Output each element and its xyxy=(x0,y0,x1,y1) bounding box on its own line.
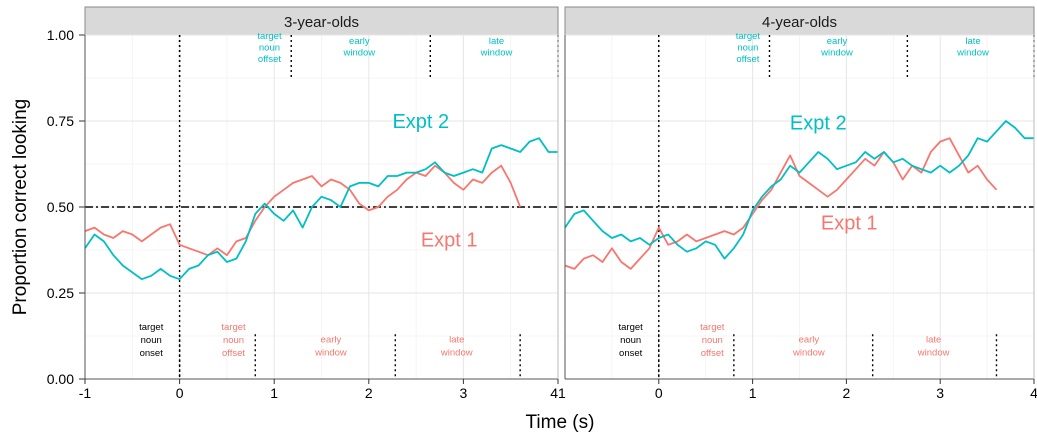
bottom-window-label: noun xyxy=(702,335,723,346)
top-window-label: early xyxy=(349,36,370,47)
x-tick-label: 3 xyxy=(460,385,468,401)
bottom-window-label: offset xyxy=(222,348,245,359)
x-axis-title: Time (s) xyxy=(526,412,595,433)
top-window-label: offset xyxy=(258,54,281,65)
series-label-expt-2: Expt 2 xyxy=(790,113,847,135)
y-tick-label: 0.00 xyxy=(47,371,74,387)
series-line-expt-1 xyxy=(564,137,998,270)
bottom-window-label: late xyxy=(926,334,941,345)
top-window-label: late xyxy=(965,36,980,47)
series-label-expt-2: Expt 2 xyxy=(392,111,449,133)
bottom-window-label: onset xyxy=(619,348,643,359)
x-tick-label: 0 xyxy=(176,385,184,401)
panel-strip xyxy=(84,6,559,36)
top-window-label: offset xyxy=(736,54,759,65)
bottom-window-label: early xyxy=(321,334,342,345)
bottom-window-label: onset xyxy=(140,348,164,359)
bottom-window-label: target xyxy=(700,322,725,333)
x-tick-label: 4 xyxy=(1030,385,1037,401)
bottom-window-label: offset xyxy=(701,348,724,359)
y-tick-label: 1.00 xyxy=(47,27,74,43)
bottom-window-label: window xyxy=(917,347,950,358)
top-window-label: early xyxy=(827,36,848,47)
x-tick-label: 1 xyxy=(749,385,757,401)
bottom-window-label: late xyxy=(449,334,464,345)
top-window-label: late xyxy=(489,36,504,47)
panel-strip xyxy=(564,6,1035,36)
x-tick-label: -1 xyxy=(79,385,92,401)
y-tick-label: 0.50 xyxy=(47,199,74,215)
bottom-window-label: early xyxy=(799,334,820,345)
bottom-window-label: target xyxy=(139,322,164,333)
top-window-label: window xyxy=(480,47,513,58)
series-label-expt-1: Expt 1 xyxy=(821,212,878,234)
x-tick-label: 2 xyxy=(365,385,373,401)
bottom-window-label: target xyxy=(619,322,644,333)
bottom-window-label: target xyxy=(221,322,246,333)
panel-1: 3-year-oldstargetnounoffsetearlywindowla… xyxy=(79,6,566,401)
x-tick-label: 3 xyxy=(936,385,944,401)
x-tick-label: 0 xyxy=(655,385,663,401)
y-axis-title: Proportion correct looking xyxy=(10,99,31,316)
series-line-expt-2 xyxy=(564,120,1034,260)
y-tick-label: 0.25 xyxy=(47,285,74,301)
top-window-label: window xyxy=(342,47,375,58)
x-tick-label: 1 xyxy=(270,385,278,401)
bottom-window-label: noun xyxy=(620,335,641,346)
top-window-label: target xyxy=(736,31,761,42)
x-tick-label: 41 xyxy=(550,385,566,401)
bottom-window-label: noun xyxy=(223,335,244,346)
top-window-label: noun xyxy=(737,42,758,53)
top-window-label: window xyxy=(956,47,989,58)
bottom-window-label: window xyxy=(314,347,347,358)
top-window-label: noun xyxy=(259,42,280,53)
panel-strip-label: 4-year-olds xyxy=(762,14,837,31)
series-line-expt-1 xyxy=(84,164,522,257)
bottom-window-label: window xyxy=(440,347,473,358)
y-tick-label: 0.75 xyxy=(47,113,74,129)
bottom-window-label: window xyxy=(792,347,825,358)
top-window-label: target xyxy=(257,31,282,42)
panel-strip-label: 3-year-olds xyxy=(284,14,359,31)
series-label-expt-1: Expt 1 xyxy=(421,230,478,252)
bottom-window-label: noun xyxy=(141,335,162,346)
series-line-expt-2 xyxy=(84,137,558,281)
top-window-label: window xyxy=(820,47,853,58)
x-tick-label: 2 xyxy=(843,385,851,401)
panel-2: 4-year-oldstargetnounoffsetearlywindowla… xyxy=(564,6,1037,401)
